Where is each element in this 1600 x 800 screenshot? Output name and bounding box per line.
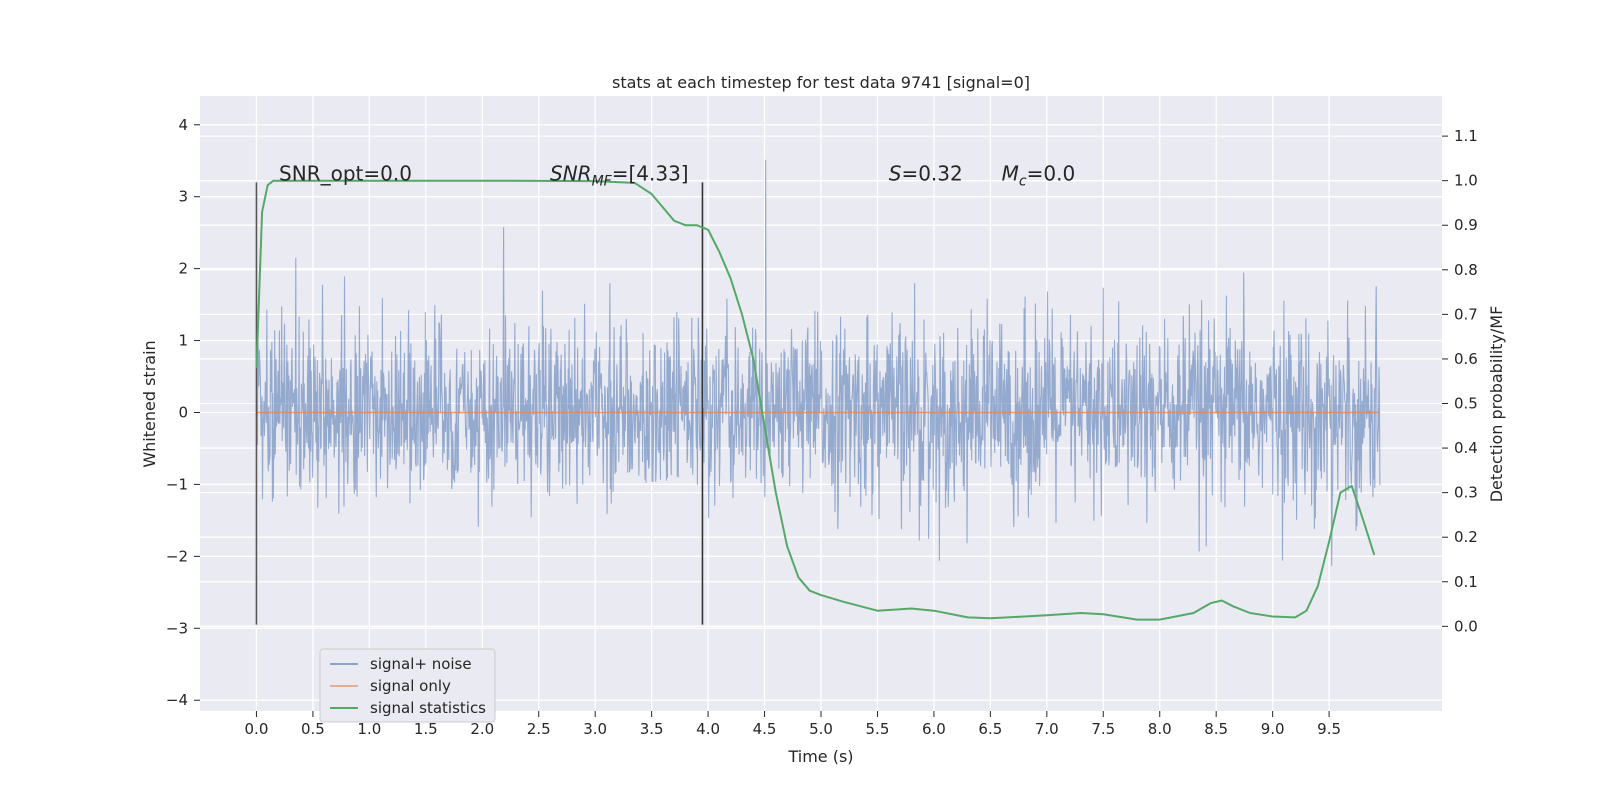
x-axis-label: Time (s) (787, 747, 853, 766)
annotation-snr-opt: SNR_opt=0.0 (279, 161, 412, 185)
left-y-tick-label: 4 (178, 116, 188, 134)
annotation-s: S=0.32 (889, 161, 963, 185)
x-tick-label: 4.5 (753, 720, 777, 738)
left-y-tick-label: −4 (166, 691, 188, 709)
right-y-tick-label: 1.1 (1454, 127, 1478, 145)
left-y-tick-label: −3 (166, 619, 188, 637)
signal-noise-line (255, 159, 1381, 566)
legend-label-signal-noise: signal+ noise (370, 655, 472, 673)
signal-statistics-series (255, 179, 1376, 621)
x-tick-label: 7.0 (1035, 720, 1059, 738)
signal-noise-series (255, 159, 1381, 566)
right-y-tick-label: 0.1 (1454, 573, 1478, 591)
x-tick-label: 9.0 (1261, 720, 1285, 738)
legend-label-signal-statistics: signal statistics (370, 699, 486, 717)
x-tick-label: 1.0 (357, 720, 381, 738)
right-y-tick-label: 0.0 (1454, 617, 1478, 635)
vertical-markers (255, 182, 704, 625)
annotation-mc: Mc=0.0 (1002, 161, 1076, 189)
x-tick-label: 6.0 (922, 720, 946, 738)
x-tick-label: 3.0 (583, 720, 607, 738)
annotations: SNR_opt=0.0 SNRMF=[4.33] S=0.32 Mc=0.0 (279, 161, 1075, 189)
x-tick-label: 6.5 (978, 720, 1002, 738)
right-y-tick-label: 0.2 (1454, 528, 1478, 546)
left-y-tick-label: 0 (178, 403, 188, 421)
annotation-snr-mf: SNRMF=[4.33] (550, 161, 689, 189)
left-y-tick-label: 2 (178, 260, 188, 278)
x-tick-label: 9.5 (1317, 720, 1341, 738)
right-y-axis-ticks: 0.0 0.1 0.2 0.3 0.4 0.5 0.6 0.7 0.8 0.9 1.0 1.1 (1442, 127, 1478, 635)
x-tick-label: 2.5 (527, 720, 551, 738)
legend-box (319, 648, 496, 723)
right-y-tick-label: 0.4 (1454, 439, 1478, 457)
x-tick-label: 4.0 (696, 720, 720, 738)
left-y-tick-label: 1 (178, 332, 188, 350)
right-y-tick-label: 0.3 (1454, 484, 1478, 502)
right-y-tick-label: 0.5 (1454, 395, 1478, 413)
left-y-tick-label: −2 (166, 547, 188, 565)
legend: signal+ noise signal only signal statist… (319, 648, 496, 723)
legend-label-signal-only: signal only (370, 677, 451, 695)
x-tick-label: 8.0 (1148, 720, 1172, 738)
right-y-tick-label: 0.8 (1454, 261, 1478, 279)
right-y-axis-label: Detection probability/MF (1487, 306, 1506, 503)
left-y-axis-ticks: −4 −3 −2 −1 0 1 2 3 4 (166, 116, 200, 709)
x-tick-label: 3.5 (640, 720, 664, 738)
x-axis-ticks: 0.0 0.5 1.0 1.5 2.0 2.5 3.0 3.5 4.0 4.5 5.0 5.5 6.0 6… (245, 711, 1341, 738)
x-tick-label: 7.5 (1091, 720, 1115, 738)
x-tick-label: 5.5 (866, 720, 890, 738)
right-y-tick-label: 1.0 (1454, 172, 1478, 190)
x-tick-label: 2.0 (470, 720, 494, 738)
left-y-tick-label: 3 (178, 188, 188, 206)
x-tick-label: 0.5 (301, 720, 325, 738)
x-tick-label: 1.5 (414, 720, 438, 738)
right-y-tick-label: 0.6 (1454, 350, 1478, 368)
chart-title: stats at each timestep for test data 974… (612, 73, 1030, 92)
right-y-tick-label: 0.9 (1454, 216, 1478, 234)
signal-statistics-line (255, 179, 1376, 621)
x-tick-label: 8.5 (1204, 720, 1228, 738)
left-y-axis-label: Whitened strain (140, 340, 159, 467)
x-tick-label: 0.0 (245, 720, 269, 738)
left-y-tick-label: −1 (166, 475, 188, 493)
x-tick-label: 5.0 (809, 720, 833, 738)
right-y-tick-label: 0.7 (1454, 305, 1478, 323)
